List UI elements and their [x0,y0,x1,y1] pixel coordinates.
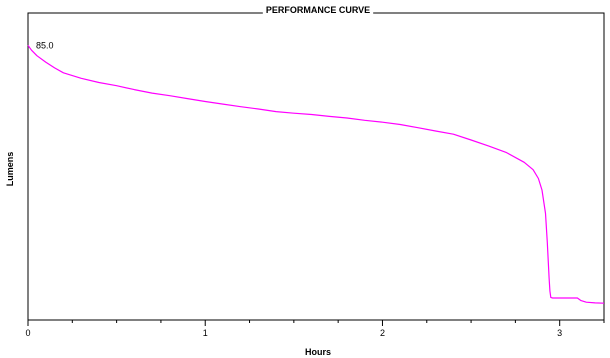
x-tick-label-1: 1 [203,328,208,338]
x-tick-label-2: 2 [380,328,385,338]
start-value-annotation: 85.0 [36,40,54,50]
chart-title: PERFORMANCE CURVE [266,5,370,15]
plot-frame [27,12,605,321]
x-tick-label-3: 3 [557,328,562,338]
x-axis-ticks [27,320,605,326]
plot-area-border [27,12,605,321]
series-line-0 [27,44,605,304]
x-axis-tick-labels: 0 1 2 3 [25,328,562,338]
x-axis-label: Hours [305,347,331,357]
x-tick-label-0: 0 [25,328,30,338]
series-layer [27,44,605,304]
chart-title-background [262,5,374,15]
y-axis-label: Lumens [5,152,15,187]
